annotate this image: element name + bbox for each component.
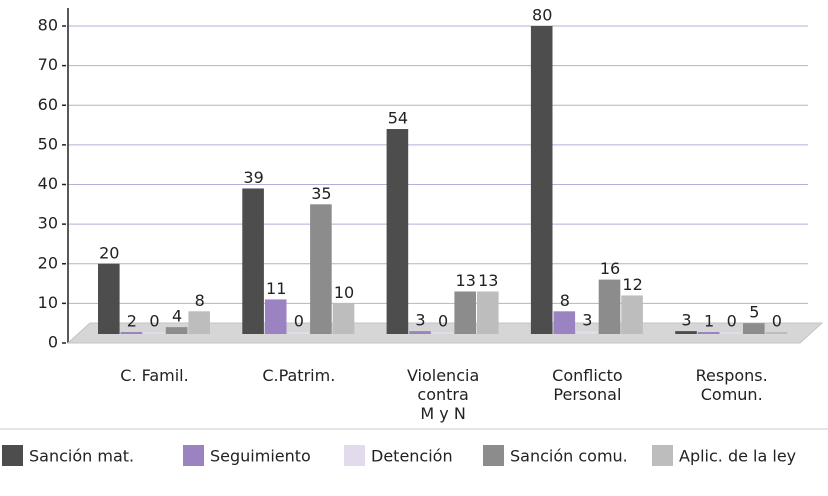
value-label: 3 — [415, 311, 425, 330]
legend-swatch — [483, 445, 504, 466]
bar — [431, 332, 454, 334]
value-label: 10 — [334, 283, 354, 302]
value-label: 20 — [99, 243, 119, 262]
bar — [598, 279, 621, 334]
value-label: 1 — [704, 312, 714, 331]
y-tick-label: 70 — [38, 55, 58, 74]
bar — [765, 332, 788, 334]
x-tick-label-line: C. Famil. — [120, 366, 188, 385]
value-label: 12 — [622, 275, 642, 294]
value-label: 0 — [772, 312, 782, 331]
y-tick-label: 20 — [38, 253, 58, 272]
y-tick-label: 10 — [38, 293, 58, 312]
bar — [98, 263, 120, 334]
bar — [576, 331, 598, 334]
x-tick-label: Violencia contra M y N — [407, 366, 479, 423]
value-label: 0 — [294, 312, 304, 331]
bar — [621, 295, 643, 334]
value-label: 80 — [532, 6, 552, 25]
bar — [697, 332, 720, 334]
legend-swatch — [652, 445, 673, 466]
legend-label: Aplic. de la ley — [679, 447, 796, 466]
x-tick-label-line: Conflicto — [552, 366, 622, 385]
y-tick-label: 40 — [38, 174, 58, 193]
bar — [188, 311, 210, 334]
y-tick-label: 60 — [38, 95, 58, 114]
x-tick-label: C.Patrim. — [262, 366, 335, 385]
legend-label: Sanción comu. — [510, 447, 628, 466]
value-label: 35 — [311, 184, 331, 203]
x-tick-label: C. Famil. — [120, 366, 188, 385]
x-tick-label-line: Comun. — [701, 385, 763, 404]
bar — [310, 204, 332, 334]
bar — [264, 299, 287, 334]
bar — [386, 129, 409, 334]
legend-label: Sanción mat. — [29, 447, 134, 466]
bar — [675, 331, 697, 334]
bar — [120, 332, 143, 334]
value-label: 8 — [560, 291, 570, 310]
legend-label: Detención — [371, 447, 453, 466]
value-label: 11 — [266, 279, 286, 298]
x-tick-label-line: Personal — [553, 385, 621, 404]
x-tick-label-line: M y N — [420, 404, 465, 423]
value-label: 4 — [172, 307, 182, 326]
x-tick-label-line: Respons. — [696, 366, 768, 385]
x-tick-label-line: Violencia — [407, 366, 479, 385]
bar — [165, 327, 188, 334]
bar — [409, 331, 431, 334]
x-tick-label: Respons. Comun. — [696, 366, 768, 404]
x-tick-label-line: C.Patrim. — [262, 366, 335, 385]
bar — [143, 332, 165, 334]
y-tick-label: 50 — [38, 134, 58, 153]
value-label: 8 — [195, 291, 205, 310]
y-tick-label: 30 — [38, 214, 58, 233]
bar — [530, 26, 553, 334]
x-tick-label: Conflicto Personal — [552, 366, 622, 404]
value-label: 39 — [243, 168, 263, 187]
legend-swatch — [2, 445, 23, 466]
bar — [242, 188, 264, 334]
value-label: 0 — [149, 312, 159, 331]
value-label: 0 — [438, 312, 448, 331]
bar — [553, 311, 576, 334]
bar — [287, 332, 310, 334]
legend-label: Seguimiento — [210, 447, 311, 466]
value-label: 13 — [456, 271, 476, 290]
legend-swatch — [183, 445, 204, 466]
bar — [332, 303, 355, 334]
value-label: 3 — [582, 311, 592, 330]
value-label: 2 — [127, 312, 137, 331]
bar — [743, 323, 765, 334]
y-tick-label: 80 — [38, 16, 58, 35]
value-label: 0 — [727, 312, 737, 331]
bar — [720, 332, 742, 334]
x-tick-label-line: contra — [417, 385, 468, 404]
bar — [477, 291, 499, 334]
value-label: 54 — [388, 109, 408, 128]
bar — [454, 291, 476, 334]
value-label: 5 — [749, 303, 759, 322]
value-label: 3 — [681, 311, 691, 330]
value-label: 13 — [478, 271, 498, 290]
y-tick-label: 0 — [48, 333, 58, 352]
legend-swatch — [344, 445, 365, 466]
value-label: 16 — [600, 259, 620, 278]
